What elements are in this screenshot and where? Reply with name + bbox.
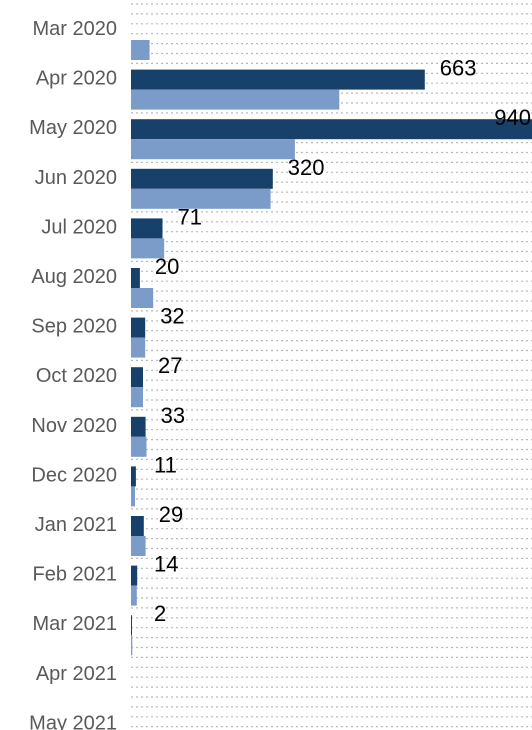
tick-label-7: Oct 2020 bbox=[36, 365, 117, 387]
y-axis-tick-labels: Mar 2020 Apr 2020 May 2020 Jun 2020 Jul 2020… bbox=[29, 18, 117, 730]
data-label-series-1-11: 14 bbox=[154, 552, 178, 577]
bar-series-1-11 bbox=[131, 565, 138, 586]
bar-series-1-10 bbox=[131, 516, 144, 536]
data-label-series-1-5: 20 bbox=[155, 254, 179, 279]
tick-label-5: Aug 2020 bbox=[31, 266, 117, 288]
data-label-series-1-10: 29 bbox=[159, 502, 183, 527]
bars bbox=[131, 40, 532, 656]
tick-label-13: Apr 2021 bbox=[36, 663, 117, 685]
bar-series-1-3 bbox=[131, 168, 273, 189]
bar-series-2-1 bbox=[131, 89, 340, 110]
bar-series-1-7 bbox=[131, 367, 143, 388]
tick-label-4: Jul 2020 bbox=[41, 216, 117, 238]
tick-label-14: May 2021 bbox=[29, 712, 117, 730]
data-label-series-1-6: 32 bbox=[160, 304, 184, 329]
bar-series-2-0 bbox=[131, 40, 150, 60]
bar-series-1-5 bbox=[131, 268, 140, 288]
bar-series-2-6 bbox=[131, 337, 146, 358]
data-label-series-1-12: 2 bbox=[154, 601, 166, 626]
tick-label-11: Feb 2021 bbox=[32, 564, 117, 586]
bar-series-1-8 bbox=[131, 416, 146, 437]
bar-series-2-10 bbox=[131, 536, 146, 556]
data-label-series-1-4: 71 bbox=[178, 204, 202, 229]
data-label-series-1-2: 940 bbox=[494, 105, 531, 130]
data-labels: 663 940 320 71 20 32 27 33 11 29 14 2 bbox=[154, 56, 531, 627]
data-label-series-1-3: 320 bbox=[288, 155, 325, 180]
bar-series-2-5 bbox=[131, 288, 154, 308]
tick-label-3: Jun 2020 bbox=[35, 167, 117, 189]
bar-series-1-2 bbox=[131, 119, 532, 140]
bar-series-1-1 bbox=[131, 69, 425, 90]
bar-series-2-8 bbox=[131, 436, 147, 457]
tick-label-0: Mar 2020 bbox=[33, 18, 118, 40]
gridlines bbox=[131, 3, 532, 728]
bar-series-1-6 bbox=[131, 317, 146, 338]
data-label-series-1-8: 33 bbox=[161, 403, 185, 428]
data-label-series-1-9: 11 bbox=[154, 452, 177, 477]
bar-series-2-4 bbox=[131, 238, 165, 259]
bar-series-2-11 bbox=[131, 585, 137, 606]
tick-label-1: Apr 2020 bbox=[36, 68, 117, 90]
bar-series-1-12 bbox=[131, 615, 132, 636]
bar-series-2-7 bbox=[131, 387, 143, 408]
bar-series-2-2 bbox=[131, 139, 295, 160]
tick-label-6: Sep 2020 bbox=[31, 316, 117, 338]
bar-series-1-4 bbox=[131, 218, 163, 239]
tick-label-10: Jan 2021 bbox=[35, 514, 117, 536]
bar-series-2-3 bbox=[131, 188, 271, 209]
tick-label-8: Nov 2020 bbox=[31, 415, 117, 437]
bar-series-2-9 bbox=[131, 486, 135, 507]
tick-label-12: Mar 2021 bbox=[33, 613, 118, 635]
tick-label-2: May 2020 bbox=[29, 117, 117, 139]
tick-label-9: Dec 2020 bbox=[31, 464, 117, 486]
data-label-series-1-1: 663 bbox=[440, 56, 477, 81]
bar-series-1-9 bbox=[131, 466, 136, 487]
data-label-series-1-7: 27 bbox=[158, 353, 182, 378]
bar-series-2-12 bbox=[131, 635, 133, 656]
